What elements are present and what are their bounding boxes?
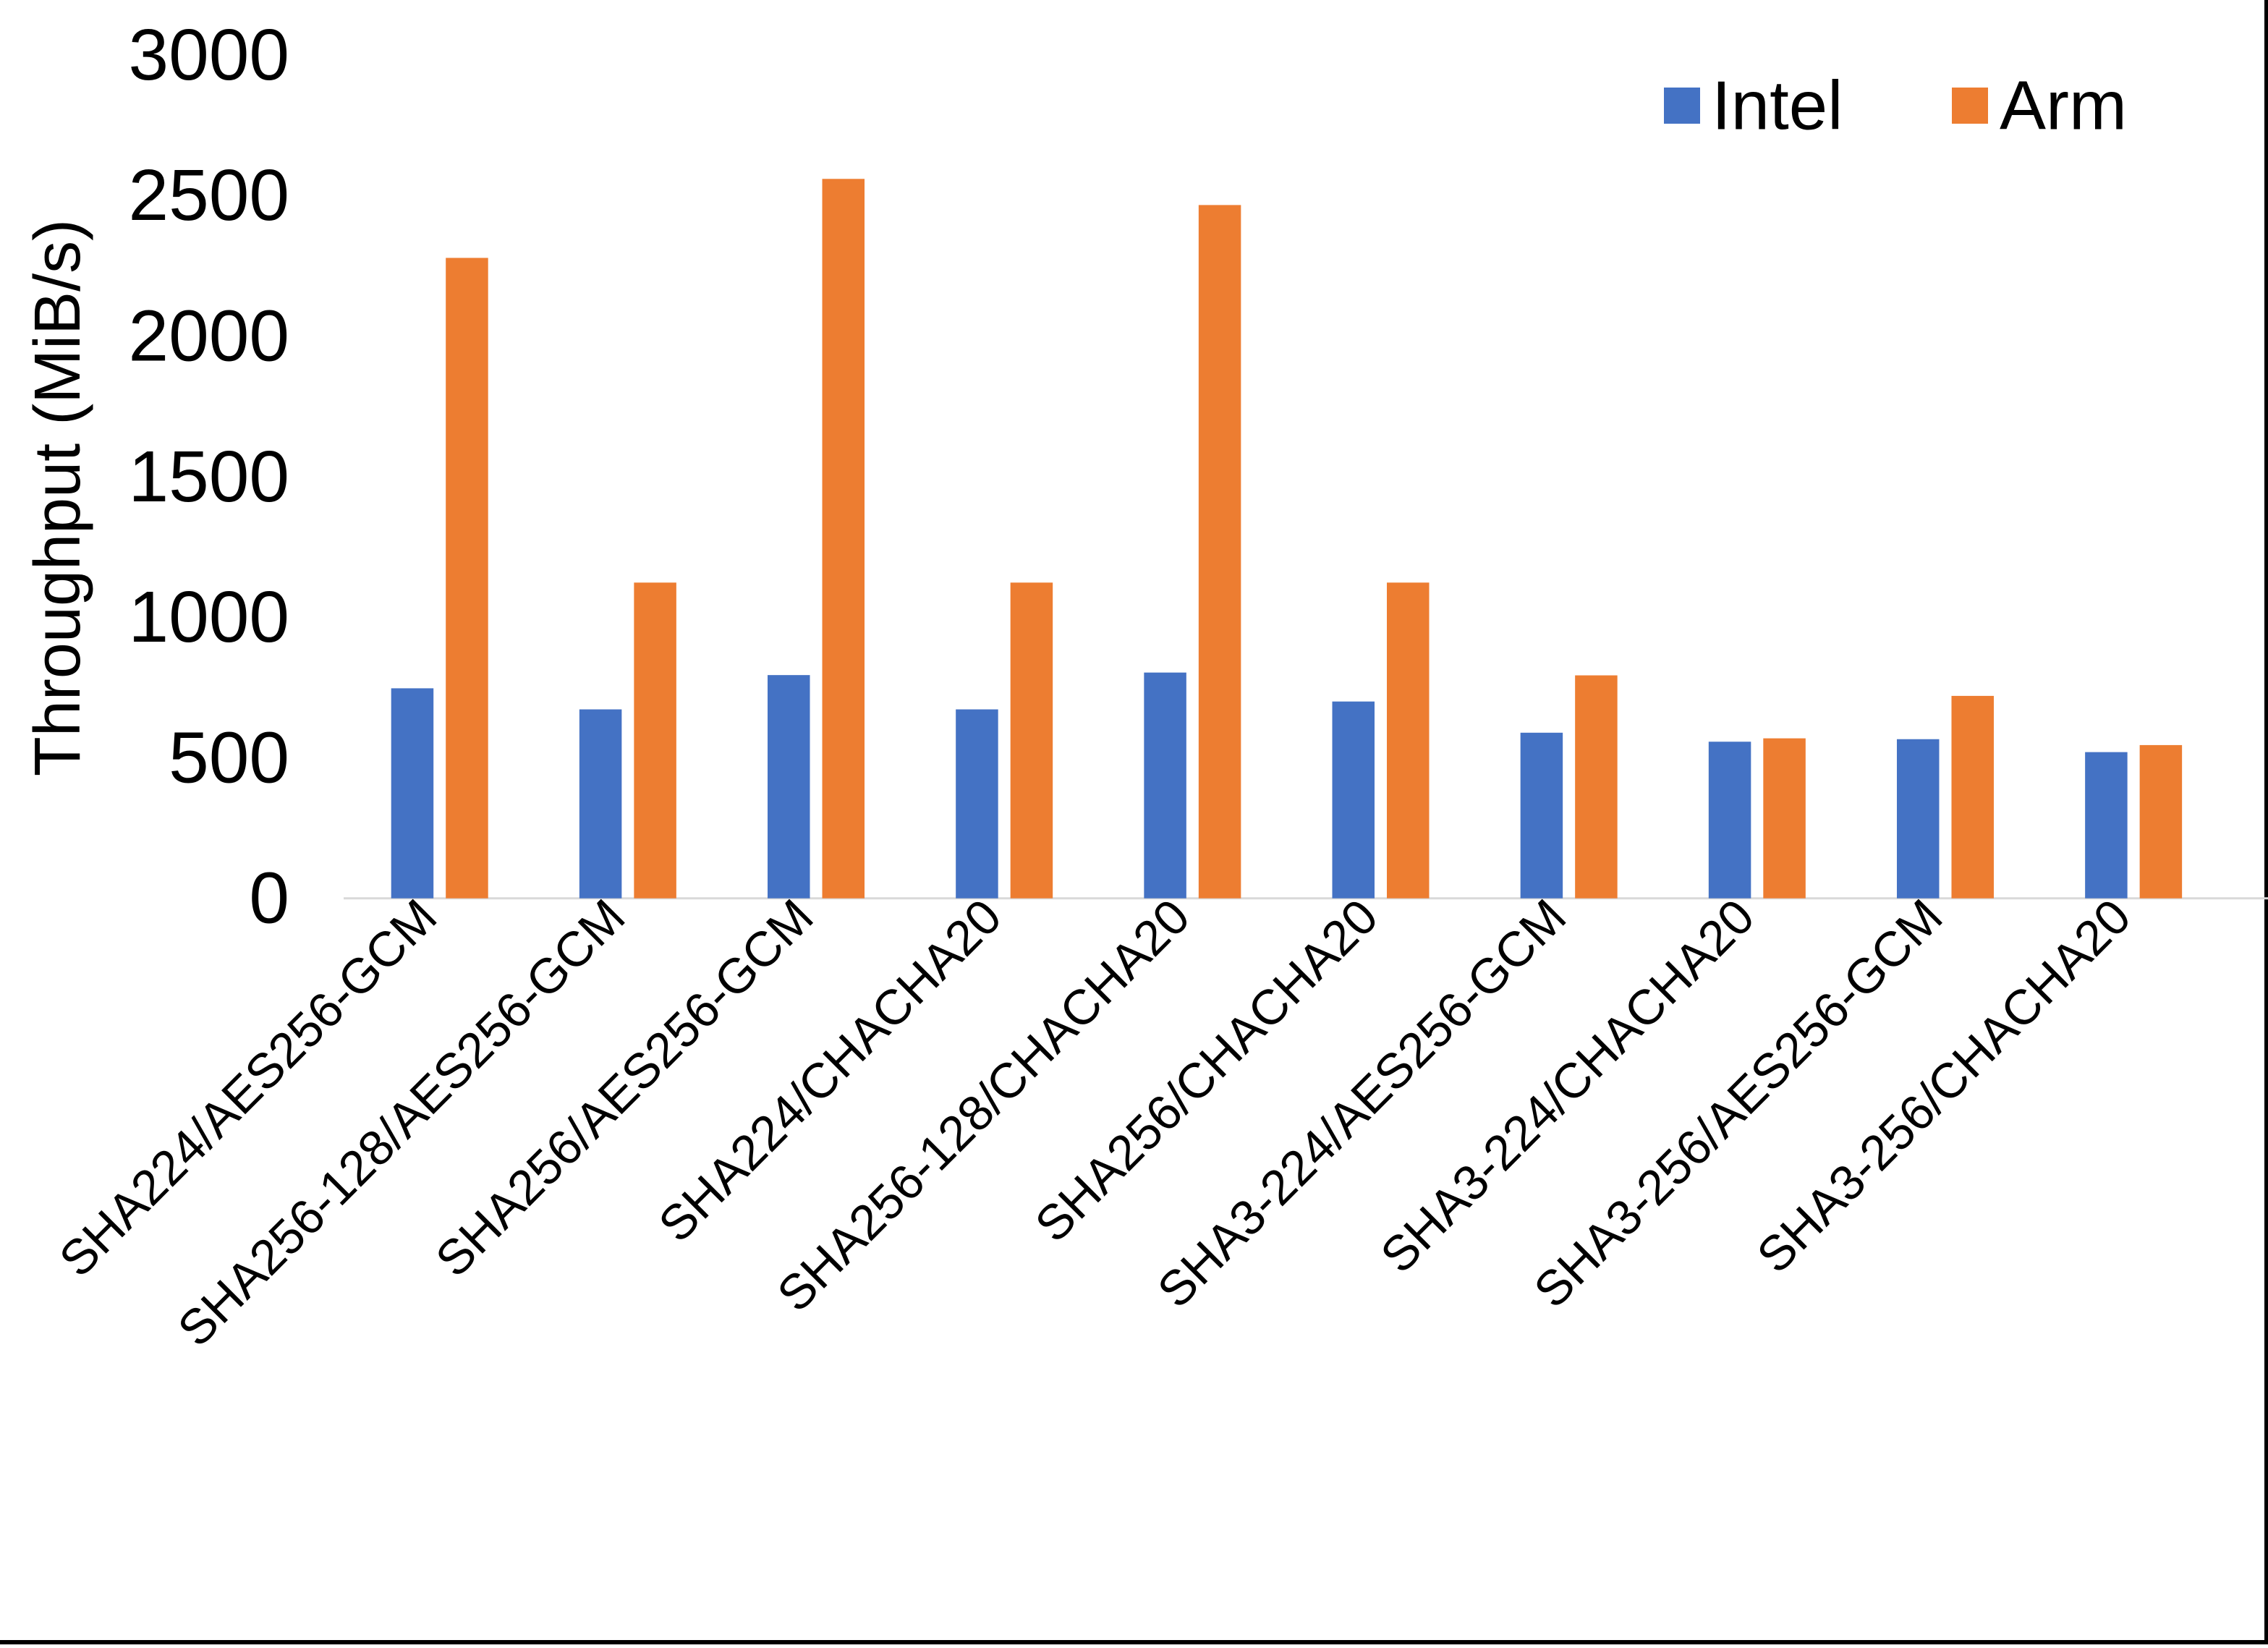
svg-text:2000: 2000: [129, 296, 289, 377]
svg-text:Arm: Arm: [2000, 67, 2127, 145]
svg-text:2500: 2500: [129, 155, 289, 236]
svg-text:SHA3-256/CHACHA20: SHA3-256/CHACHA20: [1746, 889, 2141, 1283]
svg-text:Intel: Intel: [1712, 67, 1843, 145]
svg-text:Throughput (MiB/s): Throughput (MiB/s): [22, 219, 94, 776]
svg-text:SHA3-224/CHACHA20: SHA3-224/CHACHA20: [1370, 889, 1764, 1283]
svg-text:0: 0: [249, 858, 289, 939]
svg-text:SHA256/CHACHA20: SHA256/CHACHA20: [1024, 889, 1388, 1253]
svg-text:3000: 3000: [129, 14, 289, 95]
svg-text:1000: 1000: [129, 577, 289, 658]
svg-text:1500: 1500: [129, 436, 289, 517]
svg-text:500: 500: [169, 717, 289, 798]
svg-text:SHA256/AES256-GCM: SHA256/AES256-GCM: [425, 889, 824, 1288]
svg-text:SHA224/AES256-GCM: SHA224/AES256-GCM: [48, 889, 447, 1288]
svg-text:SHA224/CHACHA20: SHA224/CHACHA20: [648, 889, 1012, 1253]
